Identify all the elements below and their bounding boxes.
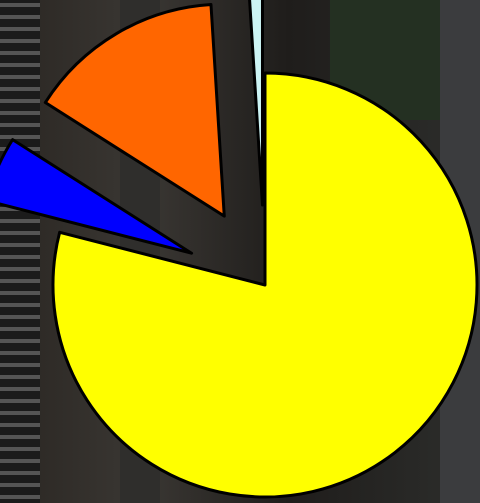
page: {"chart_data": {"type": "pie", "values":… [0,0,480,503]
photo-detail [0,0,40,503]
chart [0,0,480,503]
